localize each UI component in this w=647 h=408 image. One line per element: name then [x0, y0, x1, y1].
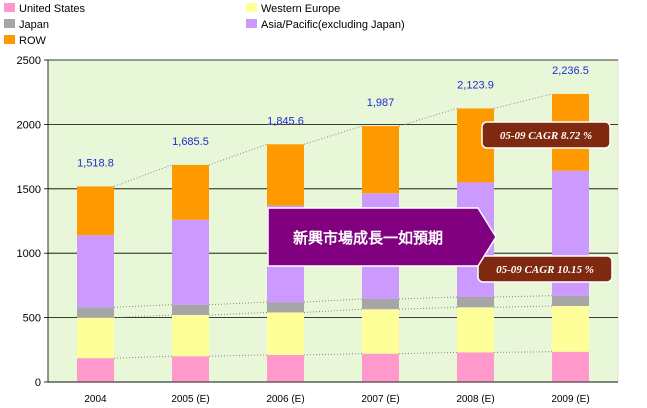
bar-segment: [267, 302, 304, 313]
bar-segment: [77, 358, 114, 382]
arrow-text: 新興市場成長一如預期: [293, 229, 443, 247]
bar-segment: [552, 295, 589, 307]
bar-segment: [172, 304, 209, 316]
total-label: 1,685.5: [172, 136, 209, 148]
bar-segment: [362, 298, 399, 310]
bar-segment: [457, 352, 494, 382]
cagr-bottom-box: [477, 255, 613, 283]
trend-line-series: [398, 351, 458, 355]
bar-segment: [362, 126, 399, 194]
total-label: 1,987: [367, 97, 395, 109]
bar-segment: [172, 356, 209, 382]
trend-line-series: [208, 354, 268, 357]
trend-line-series: [398, 296, 458, 300]
legend-swatch: [4, 19, 15, 28]
y-axis: 0 500 1000 1500 2000 2500: [17, 55, 49, 389]
bar-segment: [77, 186, 114, 236]
bar-segment: [172, 219, 209, 305]
bar-segment: [172, 164, 209, 220]
bar-segment: [267, 354, 304, 382]
bar-segment: [457, 296, 494, 308]
x-tick-label: 2009 (E): [551, 394, 589, 405]
bar-segment: [77, 235, 114, 308]
trend-line-series: [113, 314, 173, 319]
bar-segment: [267, 144, 304, 206]
y-tick-label: 500: [23, 313, 41, 325]
trend-line-series: [493, 305, 553, 308]
trend-line-series: [303, 298, 363, 303]
bar-segment: [267, 312, 304, 355]
bar-segment: [362, 309, 399, 354]
trend-line-total: [493, 93, 553, 109]
y-tick-label: 0: [35, 377, 41, 389]
legend-label: Japan: [19, 19, 49, 31]
x-tick-label: 2005 (E): [171, 394, 209, 405]
bar-segment: [77, 307, 114, 318]
bar-segment: [172, 315, 209, 357]
bar-segment: [77, 317, 114, 359]
bar-segment: [362, 353, 399, 382]
trend-line-series: [208, 301, 268, 306]
x-tick-label: 2008 (E): [456, 394, 494, 405]
trend-line-series: [493, 295, 553, 298]
legend-label: ROW: [19, 35, 47, 47]
y-tick-label: 1000: [17, 248, 41, 260]
cagr-top-box: [481, 121, 611, 149]
legend-label: Western Europe: [261, 3, 340, 15]
x-axis: 2004 2005 (E) 2006 (E) 2007 (E) 2008 (E) 2009…: [48, 381, 618, 405]
trend-line-total: [113, 164, 173, 187]
trend-line-series: [398, 306, 458, 310]
legend: United States Western Europe Japan Asia/Pac…: [4, 3, 405, 47]
trend-line-total: [208, 143, 268, 166]
trend-line-total: [303, 125, 363, 145]
total-label: 2,123.9: [457, 79, 494, 91]
x-tick-label: 2006 (E): [266, 394, 304, 405]
legend-label: Asia/Pacific(excluding Japan): [261, 19, 405, 31]
bar-segment: [552, 351, 589, 382]
total-label: 1,845.6: [267, 115, 304, 127]
trend-lines: [113, 93, 553, 359]
trend-line-series: [113, 355, 173, 359]
y-tick-label: 1500: [17, 184, 41, 196]
cagr-top-text: 05-09 CAGR 8.72 %: [500, 130, 592, 142]
trend-line-series: [493, 351, 553, 353]
arrow-shape: [267, 207, 497, 267]
y-tick-label: 2500: [17, 55, 41, 67]
total-label: 1,518.8: [77, 157, 114, 169]
total-labels: 1,518.8 1,685.5 1,845.6 1,987 2,123.9 2,236.5: [77, 65, 589, 169]
y-tick-label: 2000: [17, 119, 41, 131]
bar-segment: [457, 307, 494, 353]
x-tick-label: 2007 (E): [361, 394, 399, 405]
cagr-bottom-text: 05-09 CAGR 10.15 %: [496, 264, 594, 276]
trend-line-series: [303, 353, 363, 356]
legend-swatch: [246, 3, 257, 12]
bar-segment: [552, 306, 589, 352]
legend-swatch: [246, 19, 257, 28]
legend-swatch: [4, 35, 15, 44]
trend-line-series: [208, 311, 268, 316]
x-tick-label: 2004: [84, 394, 107, 405]
emerging-market-arrow: 新興市場成長一如預期: [267, 207, 497, 267]
total-label: 2,236.5: [552, 65, 589, 77]
legend-swatch: [4, 3, 15, 12]
trend-line-series: [113, 304, 173, 308]
trend-line-series: [303, 308, 363, 313]
legend-label: United States: [19, 3, 86, 15]
cagr-top-callout: 05-09 CAGR 8.72 %: [481, 121, 611, 149]
trend-line-total: [398, 107, 458, 127]
cagr-bottom-callout: 05-09 CAGR 10.15 %: [477, 255, 613, 283]
